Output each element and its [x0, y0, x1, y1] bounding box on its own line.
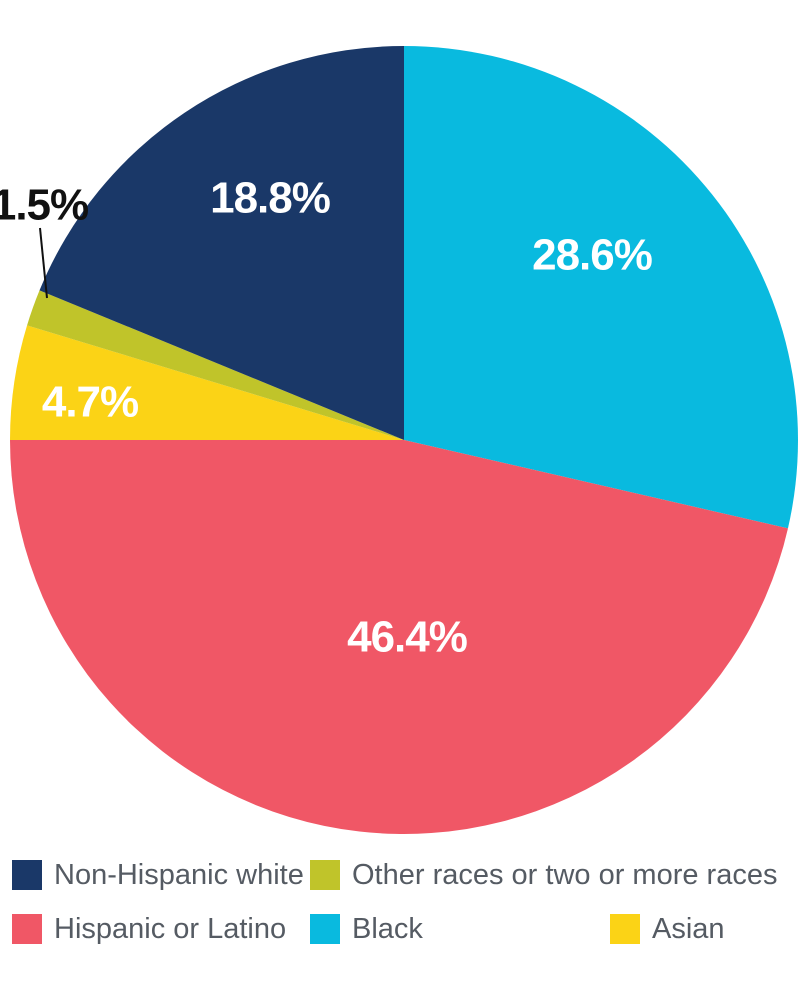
legend-label: Black — [352, 912, 423, 945]
pie-slices — [10, 45, 798, 834]
legend-label: Asian — [652, 912, 725, 945]
legend-label: Other races or two or more races — [352, 858, 778, 891]
legend-swatch — [12, 860, 42, 890]
legend-label: Hispanic or Latino — [54, 912, 287, 945]
slice-label-other-races-or-two-or-more-races: 1.5% — [0, 181, 88, 230]
legend-swatch — [310, 860, 340, 890]
legend-swatch — [310, 914, 340, 944]
pie-slice-non-hispanic-white — [39, 45, 404, 440]
legend-item-non-hispanic-white: Non-Hispanic white — [12, 853, 304, 897]
legend-item-hispanic-or-latino: Hispanic or Latino — [12, 907, 286, 951]
legend-item-black: Black — [310, 907, 423, 951]
pie-slice-other-races-or-two-or-more-races — [27, 290, 405, 440]
slice-label-non-hispanic-white: 18.8% — [210, 174, 330, 223]
pie-slice-black — [404, 46, 798, 529]
pie-chart: 28.6% 46.4% 4.7% 1.5% 18.8% — [0, 45, 798, 834]
legend-swatch — [610, 914, 640, 944]
legend-item-other-races-or-two-or-more-races: Other races or two or more races — [310, 853, 777, 897]
legend-item-asian: Asian — [610, 907, 725, 951]
legend: Non-Hispanic white Other races or two or … — [0, 845, 800, 965]
pie-slice-labels: 28.6% 46.4% 4.7% 1.5% 18.8% — [0, 174, 653, 662]
slice-label-black: 28.6% — [532, 231, 652, 280]
legend-swatch — [12, 914, 42, 944]
pie-slice-hispanic-or-latino — [10, 440, 788, 834]
slice-label-asian: 4.7% — [42, 378, 138, 427]
legend-label: Non-Hispanic white — [54, 858, 304, 891]
slice-label-hispanic-or-latino: 46.4% — [347, 613, 467, 662]
leader-line-other-races — [39, 227, 48, 299]
pie-slice-asian — [10, 325, 404, 440]
